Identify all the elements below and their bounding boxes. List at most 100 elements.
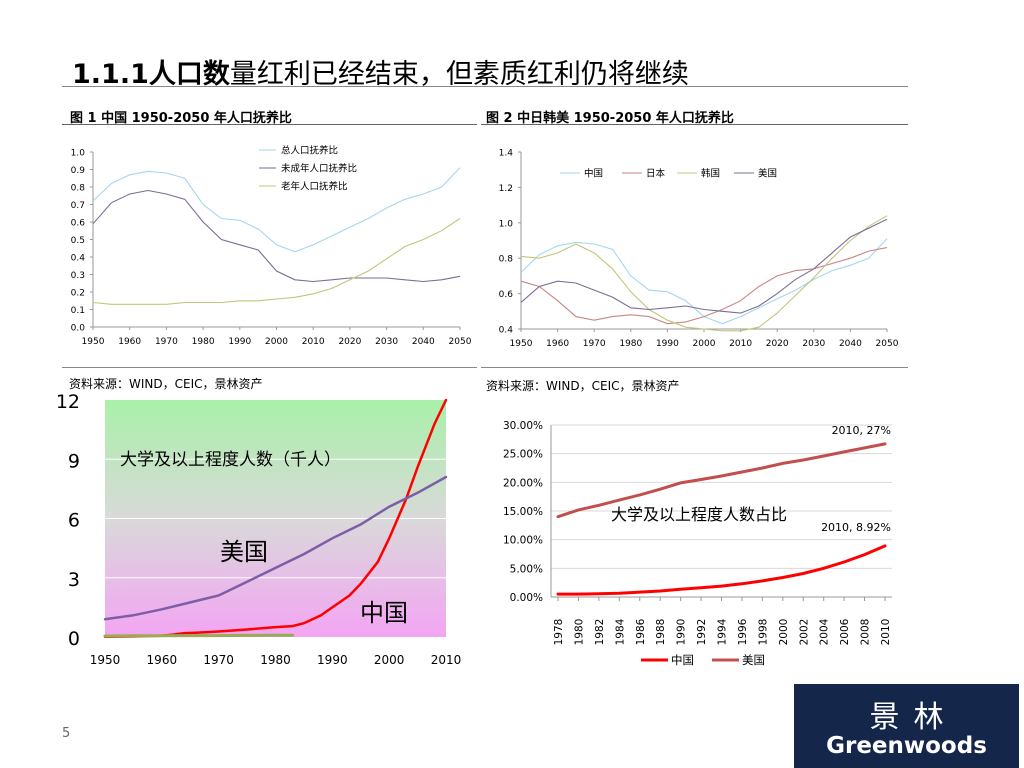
y-tick-label: 0.1 [71, 306, 85, 316]
x-tick-label: 2050 [449, 337, 472, 347]
legend-label-1: 中国 [671, 653, 694, 667]
y-tick-label: 0.0 [71, 324, 86, 334]
y-tick-label: 5.00% [510, 563, 543, 575]
x-tick-label: 1950 [82, 337, 105, 347]
x-tick-label: 2050 [876, 339, 899, 349]
annotation-label: 大学及以上程度人数（千人） [120, 450, 341, 470]
x-tick-label: 1980 [260, 653, 291, 667]
x-tick-label: 1988 [655, 619, 667, 646]
x-tick-label: 2020 [766, 339, 789, 349]
x-tick-label: 2020 [338, 337, 361, 347]
series-line-2 [556, 442, 887, 519]
chart1-dependency-ratio-china: 0.0 0.1 0.2 0.3 0.4 0.5 0.6 0.7 0.8 0.9 1.0 1950 196… [71, 145, 472, 348]
x-tick-label: 2004 [819, 618, 831, 645]
x-tick-label: 1970 [583, 339, 606, 349]
x-tick-label: 1982 [594, 619, 606, 646]
series-line-2 [103, 475, 448, 621]
fig2-caption: 图 2 中日韩美 1950-2050 年人口抚养比 [486, 111, 734, 126]
x-tick-label: 2010 [880, 619, 892, 646]
legend-label-4: 美国 [758, 168, 777, 180]
x-tick-label: 1970 [155, 337, 178, 347]
legend-label-3: 老年人口抚养比 [281, 181, 348, 193]
x-tick-label: 1950 [90, 653, 121, 667]
series-line-2 [92, 189, 461, 283]
y-tick-label: 1.0 [499, 219, 514, 229]
x-tick-label: 1960 [546, 339, 569, 349]
series-line-1 [103, 398, 448, 639]
x-tick-label: 2000 [374, 653, 405, 667]
legend-label-1: 中国 [584, 168, 603, 180]
x-tick-label: 2030 [802, 339, 825, 349]
y-tick-label: 1.2 [499, 184, 513, 194]
y-tick-label: 9 [68, 450, 80, 472]
annotation-label: 大学及以上程度人数占比 [611, 505, 787, 524]
x-tick-label: 2008 [860, 619, 872, 646]
x-tick-label: 1984 [614, 618, 626, 645]
fig2-bottom-rule [481, 367, 908, 368]
x-tick-label: 1992 [696, 619, 708, 646]
series-line-3 [103, 633, 295, 638]
y-tick-label: 0.8 [499, 255, 514, 265]
legend-label-2: 未成年人口抚养比 [281, 163, 357, 175]
chart3-university-graduates: 0 3 6 9 12 1950 1960 1970 1980 1990 2000 2010 大学及以上程… [56, 391, 462, 667]
y-tick-label: 0.3 [71, 271, 85, 281]
x-tick-label: 1990 [656, 339, 679, 349]
legend-label-2: 美国 [742, 653, 765, 667]
x-tick-label: 1980 [573, 619, 585, 646]
data-label-china: 2010, 8.92% [821, 521, 891, 534]
x-tick-label: 2010 [302, 337, 325, 347]
x-tick-label: 2040 [839, 339, 862, 349]
legend-label-3: 韩国 [701, 168, 720, 180]
title-divider [62, 86, 908, 87]
x-tick-label: 2000 [693, 339, 716, 349]
series-line-1 [556, 544, 887, 596]
series-label-china: 中国 [360, 599, 408, 627]
fig1-bottom-rule [62, 367, 477, 368]
series-line-4 [520, 218, 888, 314]
x-tick-label: 1980 [619, 339, 642, 349]
x-tick-label: 2000 [778, 619, 790, 646]
y-tick-label: 0.8 [71, 184, 86, 194]
legend-label-2: 日本 [646, 168, 666, 180]
x-tick-label: 1970 [203, 653, 234, 667]
x-tick-label: 1990 [317, 653, 348, 667]
series-line-2 [520, 247, 888, 325]
x-tick-label: 1950 [510, 339, 533, 349]
x-tick-label: 1960 [118, 337, 141, 347]
y-tick-label: 15.00% [503, 506, 543, 518]
legend-label-1: 总人口抚养比 [281, 145, 338, 157]
x-tick-label: 2006 [839, 618, 851, 645]
y-tick-label: 0.4 [499, 326, 514, 336]
y-tick-label: 10.00% [503, 535, 543, 547]
y-tick-label: 0.6 [71, 219, 86, 229]
fig1-caption: 图 1 中国 1950-2050 年人口抚养比 [70, 111, 292, 126]
y-tick-label: 0.7 [71, 201, 85, 211]
y-tick-label: 0.6 [499, 290, 514, 300]
x-tick-label: 1996 [737, 618, 749, 645]
x-tick-label: 2010 [431, 653, 462, 667]
x-tick-label: 2000 [265, 337, 288, 347]
x-tick-label: 1990 [676, 619, 688, 646]
page-title: 1.1.1人口数量红利已经结束，但素质红利仍将继续 [72, 52, 689, 91]
series-label-usa: 美国 [220, 538, 268, 566]
fig1-caption-rule [62, 124, 477, 125]
fig2-caption-rule [481, 124, 908, 125]
page-number: 5 [62, 726, 71, 741]
x-tick-label: 2010 [729, 339, 752, 349]
fig1-source: 资料来源：WIND，CEIC，景林资产 [69, 377, 263, 391]
series-line-3 [92, 218, 461, 305]
x-tick-label: 2002 [798, 619, 810, 646]
x-tick-label: 1980 [192, 337, 215, 347]
page-title-rest: 量红利已经结束，但素质红利仍将继续 [229, 59, 689, 90]
greenwoods-logo: 景林 Greenwoods [794, 684, 1019, 768]
logo-english: Greenwoods [826, 733, 987, 759]
y-tick-label: 0.4 [71, 254, 86, 264]
y-tick-label: 0 [68, 628, 80, 650]
y-tick-label: 3 [68, 569, 80, 591]
y-tick-label: 12 [56, 391, 80, 413]
series-line-1 [92, 167, 461, 253]
y-tick-label: 0.9 [71, 166, 86, 176]
chart2-dependency-ratio-four-countries: 0.4 0.6 0.8 1.0 1.2 1.4 1950 1960 1970 1980 1990 20… [499, 149, 899, 350]
fig2-source: 资料来源：WIND，CEIC，景林资产 [486, 379, 680, 393]
x-tick-label: 1978 [553, 619, 565, 646]
